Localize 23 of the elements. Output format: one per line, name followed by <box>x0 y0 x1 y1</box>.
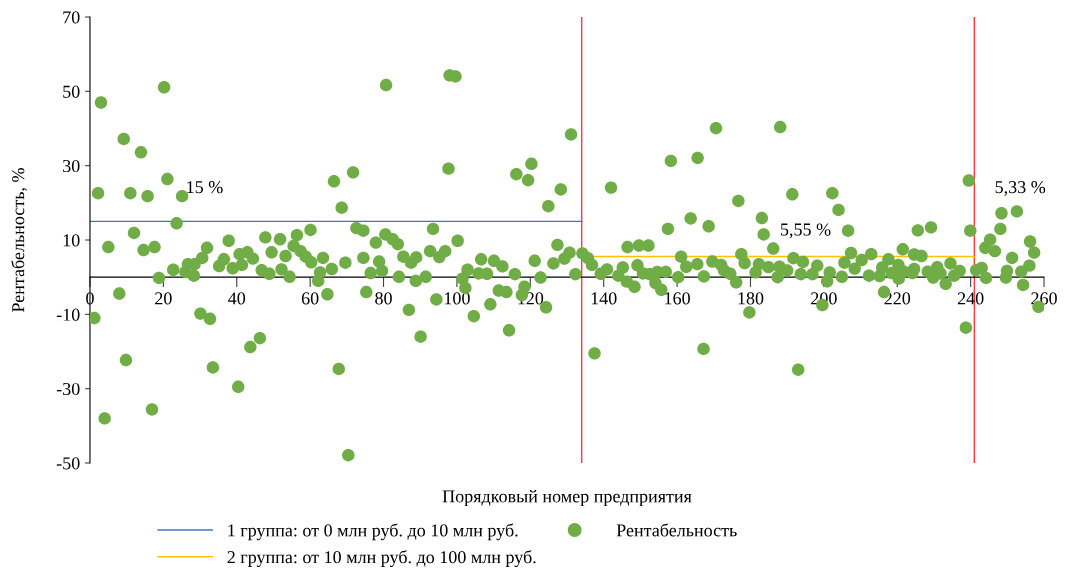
y-tick-label: 50 <box>63 85 80 98</box>
y-tick-label: 70 <box>63 11 80 24</box>
x-tick-label: 180 <box>738 292 764 305</box>
legend-label: 2 группа: от 10 млн руб. до 100 млн руб. <box>227 550 536 567</box>
annotation: 5,55 % <box>781 223 831 239</box>
y-axis-title: Рентабельность, % <box>11 168 27 313</box>
legend-label: Рентабельность <box>616 523 737 537</box>
x-axis-title: Порядковый номер предприятия <box>442 489 692 507</box>
y-tick-label: 30 <box>63 159 80 173</box>
legend-label: 1 группа: от 0 млн руб. до 10 млн руб. <box>228 523 518 541</box>
y-tick-label: -30 <box>56 382 80 396</box>
x-tick-label: 80 <box>375 292 392 305</box>
x-tick-label: 100 <box>444 292 470 305</box>
y-tick-label: -10 <box>56 308 80 321</box>
y-tick-label: 10 <box>63 234 80 247</box>
x-tick-label: 160 <box>665 292 690 305</box>
x-tick-label: 20 <box>155 292 172 305</box>
y-tick-label: -50 <box>56 457 80 470</box>
x-tick-label: 60 <box>301 292 319 305</box>
annotation: 5,33 % <box>995 181 1046 196</box>
annotation: 15 % <box>187 181 223 194</box>
x-tick-label: 140 <box>591 292 617 305</box>
x-tick-label: 40 <box>228 292 246 305</box>
